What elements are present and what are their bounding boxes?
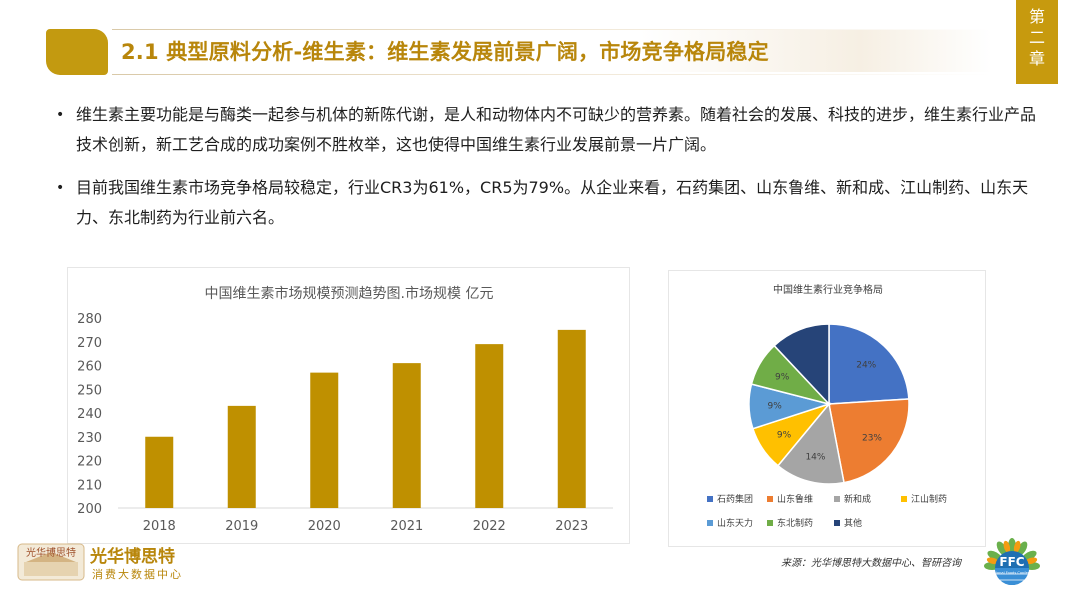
bar-chart-panel: 中国维生素市场规模预测趋势图.市场规模 亿元 200 210 220 230 240 250… — [67, 267, 630, 544]
x-tick-label: 2023 — [555, 519, 588, 534]
ffc-sub: Functional Foods Conference — [986, 571, 1039, 575]
x-tick-label: 2020 — [308, 519, 341, 534]
ffc-text: FFC — [999, 555, 1024, 569]
page-title: 2.1 典型原料分析-维生素：维生素发展前景广阔，市场竞争格局稳定 — [121, 40, 769, 64]
bar — [310, 372, 339, 508]
y-tick-label: 240 — [77, 407, 102, 422]
pie-data-label: 24% — [856, 360, 876, 370]
bar — [227, 405, 256, 508]
logo-sub: 消费大数据中心 — [92, 567, 183, 581]
legend-swatch — [707, 520, 713, 526]
title-accent-block — [46, 29, 108, 75]
legend-label: 东北制药 — [777, 517, 813, 529]
x-tick-label: 2019 — [225, 519, 258, 534]
y-tick-label: 200 — [77, 502, 102, 517]
y-tick-label: 250 — [77, 383, 102, 398]
bar — [557, 329, 586, 508]
bar-chart-title: 中国维生素市场规模预测趋势图.市场规模 亿元 — [205, 285, 494, 302]
bar — [392, 363, 421, 508]
legend-swatch — [707, 496, 713, 502]
y-tick-label: 210 — [77, 478, 102, 493]
legend-label: 其他 — [844, 517, 862, 529]
chapter-tab: 第 二 章 — [1016, 0, 1058, 84]
pie-data-label: 9% — [775, 372, 790, 382]
pie-slice — [828, 398, 910, 484]
y-tick-label: 220 — [77, 455, 102, 470]
legend-swatch — [901, 496, 907, 502]
title-line-bottom — [112, 74, 992, 75]
legend-swatch — [767, 520, 773, 526]
bullet-text: 目前我国维生素市场竞争格局较稳定，行业CR3为61%，CR5为79%。从企业来看… — [76, 178, 1029, 227]
legend-swatch — [834, 496, 840, 502]
y-tick-label: 230 — [77, 431, 102, 446]
bullet-item: • 维生素主要功能是与酶类一起参与机体的新陈代谢，是人和动物体内不可缺少的营养素… — [56, 100, 1041, 160]
x-tick-label: 2021 — [390, 519, 423, 534]
bullet-dot-icon: • — [56, 107, 65, 123]
pie-data-label: 9% — [777, 431, 792, 441]
pie-data-label: 14% — [805, 453, 825, 463]
y-tick-label: 280 — [77, 312, 102, 327]
pie-slice — [828, 323, 910, 405]
y-tick-label: 260 — [77, 360, 102, 375]
chapter-char: 章 — [1028, 49, 1045, 68]
legend-label: 江山制药 — [911, 493, 947, 505]
ffc-logo: FFC Functional Foods Conference — [976, 536, 1048, 606]
legend-swatch — [767, 496, 773, 502]
company-logo: 光华博思特 光华博思特 消费大数据中心 — [16, 540, 191, 584]
pie-data-label: 9% — [767, 402, 782, 412]
pie-chart-title: 中国维生素行业竞争格局 — [773, 283, 883, 296]
legend-label: 新和成 — [844, 493, 871, 505]
pie-slice — [776, 402, 845, 485]
x-tick-label: 2018 — [143, 519, 176, 534]
pie-slice — [773, 323, 830, 406]
title-bar — [112, 30, 992, 72]
pie-chart: 中国维生素行业竞争格局 24% 23% 14% 9% 9% 9% 石药集团 山东鲁维 新和成 江山制… — [707, 283, 947, 529]
x-tick-label: 2022 — [473, 519, 506, 534]
chapter-char: 二 — [1028, 28, 1045, 47]
pie-data-label: 23% — [862, 433, 882, 443]
legend-label: 石药集团 — [717, 493, 753, 505]
y-tick-label: 270 — [77, 336, 102, 351]
legend-label: 山东天力 — [717, 517, 753, 529]
logo-name: 光华博思特 — [89, 546, 175, 567]
source-note: 来源：光华博思特大数据中心、智研咨询 — [781, 558, 961, 569]
title-line-top — [112, 29, 992, 30]
bullet-text: 维生素主要功能是与酶类一起参与机体的新陈代谢，是人和动物体内不可缺少的营养素。随… — [76, 105, 1037, 154]
legend-swatch — [834, 520, 840, 526]
bar-chart: 中国维生素市场规模预测趋势图.市场规模 亿元 200 210 220 230 240 250… — [77, 285, 613, 534]
bar — [145, 436, 174, 508]
pie-chart-panel: 中国维生素行业竞争格局 24% 23% 14% 9% 9% 9% 石药集团 山东鲁维 新和成 江山制… — [668, 270, 986, 547]
bullet-dot-icon: • — [56, 180, 65, 196]
logo-stamp: 光华博思特 — [26, 546, 76, 559]
chapter-char: 第 — [1028, 7, 1045, 26]
bar — [475, 344, 504, 508]
bullet-list: • 维生素主要功能是与酶类一起参与机体的新陈代谢，是人和动物体内不可缺少的营养素… — [56, 100, 1041, 246]
legend-label: 山东鲁维 — [777, 493, 813, 505]
bullet-item: • 目前我国维生素市场竞争格局较稳定，行业CR3为61%，CR5为79%。从企业… — [56, 173, 1041, 233]
